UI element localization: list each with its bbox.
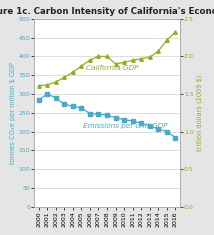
Y-axis label: tonnes CO₂e per million $ GDP: tonnes CO₂e per million $ GDP [10, 62, 16, 164]
Text: Figure 1c. Carbon Intensity of California's Economy: Figure 1c. Carbon Intensity of Californi… [0, 7, 214, 16]
Y-axis label: trillion dollars (2009 $): trillion dollars (2009 $) [197, 74, 203, 151]
Text: California GDP: California GDP [86, 65, 138, 70]
Text: Emissions per unit GDP: Emissions per unit GDP [83, 123, 168, 129]
